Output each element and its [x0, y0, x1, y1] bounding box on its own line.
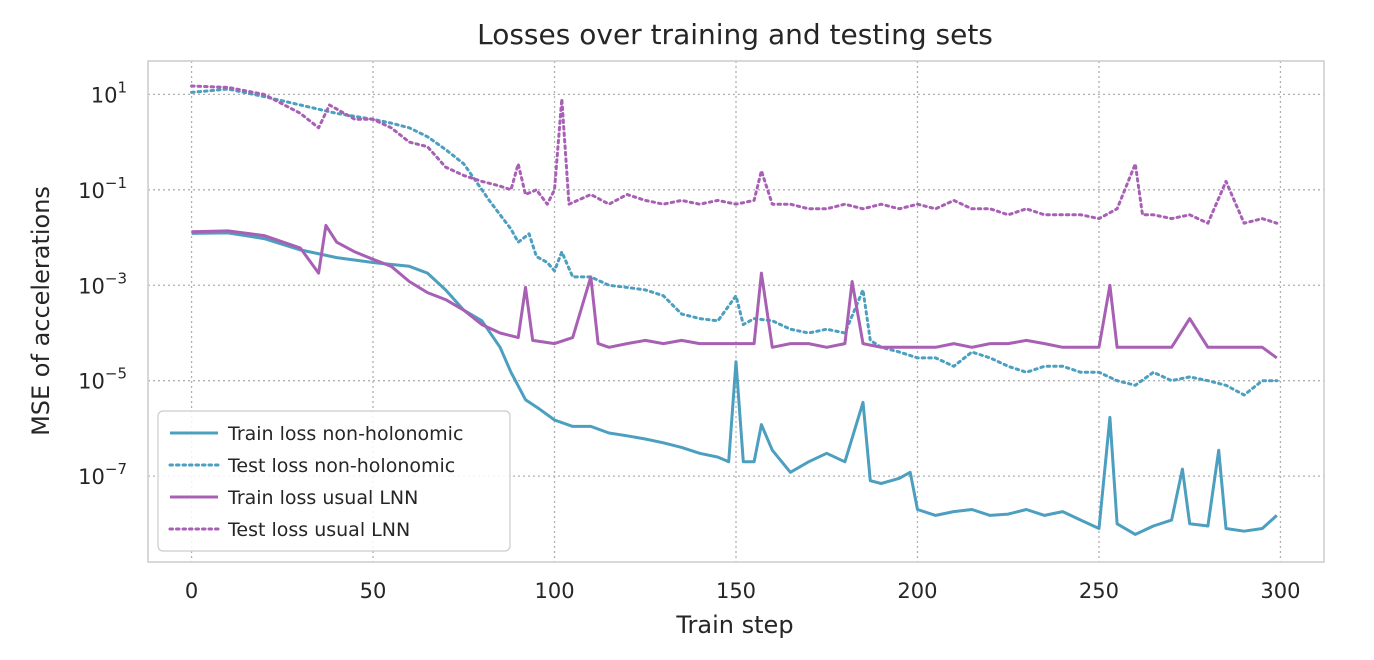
- x-tick-label: 100: [534, 579, 574, 603]
- x-tick-label: 300: [1260, 579, 1300, 603]
- x-axis-label: Train step: [675, 611, 793, 639]
- y-tick-label: 10−1: [78, 174, 127, 203]
- chart-title: Losses over training and testing sets: [477, 18, 993, 51]
- legend-label: Test loss usual LNN: [227, 519, 410, 541]
- x-tick-label: 50: [360, 579, 387, 603]
- x-tick-label: 250: [1079, 579, 1119, 603]
- y-tick-label: 10−3: [78, 269, 127, 298]
- y-tick-label: 10−5: [78, 365, 127, 394]
- plot-area: 0 50 100 150 200 250 300 101 10−1 10−3 10−5 10−7 Tra…: [78, 60, 1325, 603]
- series-line-1: [191, 231, 1278, 536]
- x-tick-label: 200: [897, 579, 937, 603]
- x-tick-label: 150: [716, 579, 756, 603]
- legend-label: Train loss usual LNN: [227, 487, 418, 509]
- legend-label: Train loss non-holonomic: [227, 423, 463, 445]
- legend-label: Test loss non-holonomic: [227, 455, 455, 477]
- series-line-2: [190, 87, 1279, 397]
- y-axis-label: MSE of accelerations: [27, 186, 55, 436]
- legend-box: [157, 410, 511, 552]
- plot-frame: [147, 60, 1325, 563]
- series-line-3: [191, 223, 1278, 360]
- x-tick-label: 0: [185, 579, 198, 603]
- y-tick-label: 10−7: [78, 460, 127, 489]
- series-line-4: [190, 84, 1279, 225]
- y-tick-label: 101: [91, 78, 127, 107]
